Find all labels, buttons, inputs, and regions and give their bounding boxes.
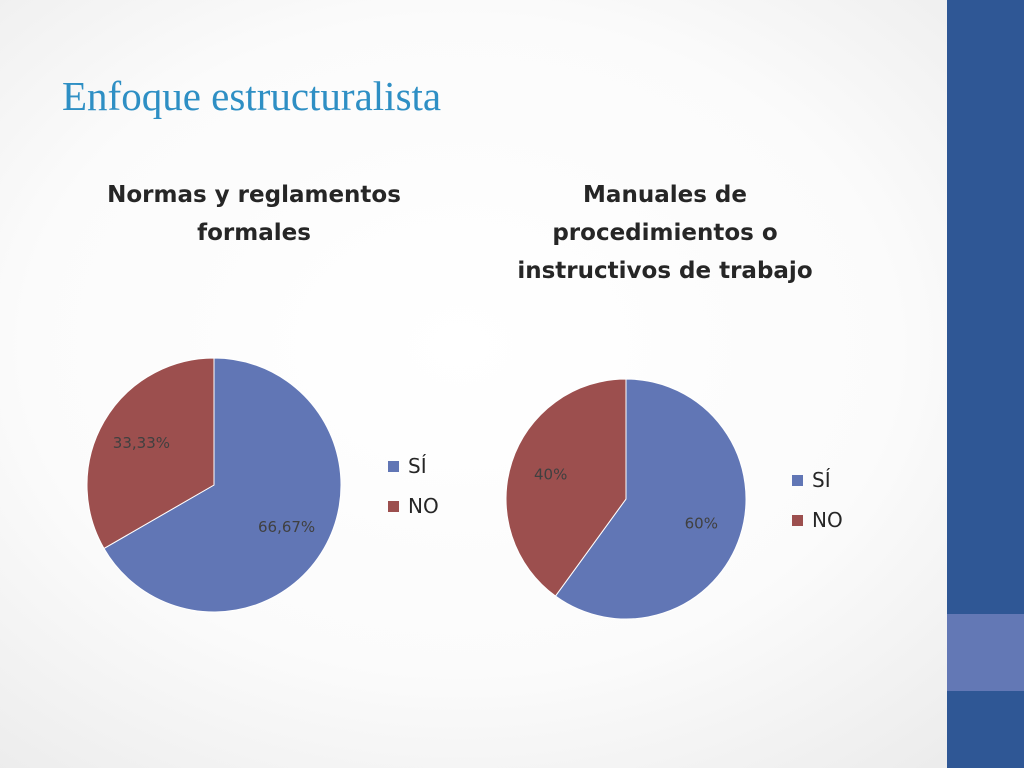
chart-2-legend-label-no: NO [812,508,843,532]
chart-1-label-si: 66,67% [258,518,315,536]
chart-1-slice-si [103,357,342,613]
chart-1-legend-label-no: NO [408,494,439,518]
chart-2-legend-swatch-si [792,475,803,486]
chart-1-legend-swatch-no [388,501,399,512]
chart-2-label-no: 40% [534,466,567,484]
chart-1-slice-no [86,357,215,550]
side-decoration-accent [947,614,1024,691]
chart-1-title: Normas y reglamentos formales [107,182,401,246]
chart-2-slice-no [505,378,627,597]
chart-1-legend-label-si: SÍ [408,454,427,478]
chart-2-title: Manuales de procedimientos o instructivo… [517,182,813,284]
chart-1-legend-swatch-si [388,461,399,472]
chart-2-legend-swatch-no [792,515,803,526]
chart-2-legend-label-si: SÍ [812,468,831,492]
charts-canvas: 66,67% 33,33% SÍ NO 60% 40% SÍ NO [86,357,843,620]
slide-title: Enfoque estructuralista [62,73,442,119]
chart-2-label-si: 60% [685,515,718,533]
chart-2-slice-si [554,378,747,620]
chart-1-label-no: 33,33% [113,434,170,452]
